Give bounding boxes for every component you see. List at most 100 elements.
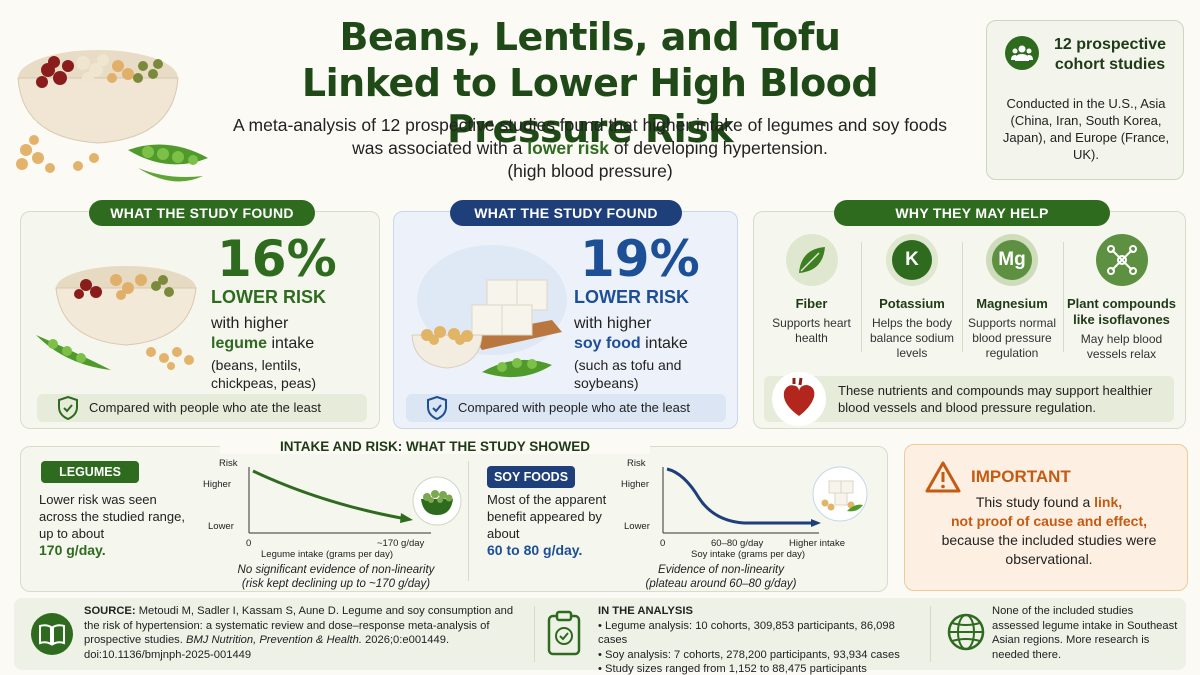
legume-lower-risk: LOWER RISK <box>211 287 326 307</box>
potassium-icon: K <box>886 234 938 286</box>
nutrient-text: Supports heart health <box>772 316 851 345</box>
legumes-note-line1: No significant evidence of non-linearity <box>237 564 435 576</box>
nutrient-magnesium: Mg Magnesium Supports normal blood press… <box>962 234 1062 361</box>
soy-risk-line <box>666 467 814 525</box>
legumes-text: Lower risk was seen across the studied r… <box>39 492 185 541</box>
why-panel-label: WHY THEY MAY HELP <box>834 200 1110 226</box>
nutrient-plant-compounds: Plant compounds like isoflavones May hel… <box>1064 234 1179 362</box>
divider <box>930 606 931 662</box>
title-line-2: Linked to Lower High Blood Pressure Risk <box>301 61 879 151</box>
soy-text: Most of the apparent benefit appeared by… <box>487 492 607 541</box>
important-box: IMPORTANT This study found a link, not p… <box>904 444 1188 591</box>
people-icon <box>1005 36 1039 70</box>
x-axis-label: Legume intake (grams per day) <box>261 549 393 559</box>
important-text: This study found a link, not proof of ca… <box>925 493 1173 569</box>
legume-risk-line <box>252 469 402 520</box>
globe-icon <box>947 613 985 651</box>
analysis-title: IN THE ANALYSIS <box>598 605 693 617</box>
legume-bowl-icon <box>412 476 462 526</box>
legume-with-higher: with higher <box>211 315 289 332</box>
soy-intake-line: soy food intake <box>574 334 688 354</box>
legume-examples: (beans, lentils, chickpeas, peas) <box>211 357 317 391</box>
arrow-head <box>400 513 413 523</box>
divider <box>468 461 469 581</box>
page-title: Beans, Lentils, and Tofu Linked to Lower… <box>230 14 950 152</box>
x-tick-170: ~170 g/day <box>377 538 425 549</box>
legume-finding-panel: WHAT THE STUDY FOUND 16% LOWER RISK with… <box>20 200 380 429</box>
important-text-2: because the included studies were observ… <box>941 532 1157 567</box>
y-tick-lower: Lower <box>624 521 650 532</box>
subtitle: A meta-analysis of 12 prospective studie… <box>230 114 950 183</box>
nutrient-potassium: K Potassium Helps the body balance sodiu… <box>862 234 962 361</box>
legume-compared-text: Compared with people who ate the least <box>89 400 321 415</box>
soy-percent: 19% <box>580 230 700 288</box>
nutrient-title: Magnesium <box>976 296 1048 311</box>
soy-value: 60 to 80 g/day. <box>487 542 583 558</box>
why-they-may-help-panel: WHY THEY MAY HELP Fiber Supports heart h… <box>753 200 1186 429</box>
soy-panel-label: WHAT THE STUDY FOUND <box>450 200 682 226</box>
x-tick-higher: Higher intake <box>789 538 845 549</box>
title-line-1: Beans, Lentils, and Tofu <box>339 15 841 59</box>
y-tick-higher: Higher <box>203 479 231 490</box>
important-text-1: This study found a <box>975 494 1095 510</box>
legumes-tag: LEGUMES <box>41 461 139 483</box>
nutrient-text: Helps the body balance sodium levels <box>869 316 955 360</box>
regional-note: None of the included studies assessed le… <box>992 605 1178 661</box>
doi: doi:10.1136/bmjnph-2025-001449 <box>84 648 252 661</box>
leaf-icon <box>785 234 838 286</box>
soy-risk-chart: Risk Higher Lower 0 60–80 g/day Higher i… <box>621 458 845 559</box>
soy-examples: (such as tofu and soybeans) <box>574 357 682 391</box>
subtitle-highlight: lower risk <box>527 138 609 158</box>
cohort-box: 12 prospective cohort studies Conducted … <box>986 20 1184 180</box>
nutrient-text: May help blood vessels relax <box>1080 332 1163 361</box>
soy-finding-panel: WHAT THE STUDY FOUND 19% LOWER RISK with… <box>393 200 738 429</box>
citation: 2026;0:e001449. <box>361 634 450 646</box>
molecule-icon <box>1095 234 1148 286</box>
x-axis-label: Soy intake (grams per day) <box>691 549 805 559</box>
soy-note-line1: Evidence of non-linearity <box>658 564 784 576</box>
analysis-details: IN THE ANALYSIS • Legume analysis: 10 co… <box>598 604 918 675</box>
subtitle-part-1: A meta-analysis of 12 prospective studie… <box>232 115 948 158</box>
legume-panel-label: WHAT THE STUDY FOUND <box>89 200 315 226</box>
tofu-icon <box>812 466 868 522</box>
legume-percent: 16% <box>217 230 337 288</box>
legume-bowl-illustration <box>36 266 197 370</box>
footer: SOURCE: Metoudi M, Sadler I, Kassam S, A… <box>14 598 1186 675</box>
important-title: IMPORTANT <box>971 467 1071 486</box>
legume-compared: Compared with people who ate the least <box>37 394 367 422</box>
y-tick-higher: Higher <box>621 479 649 490</box>
warning-icon <box>925 461 961 493</box>
legume-risk-chart: Risk Higher Lower 0 ~170 g/day Legume in… <box>203 458 431 559</box>
bean-bowl-illustration <box>16 50 208 182</box>
nutrient-title: Fiber <box>795 296 828 311</box>
x-tick-zero: 0 <box>246 538 251 549</box>
x-tick-zero: 0 <box>660 538 665 549</box>
divider <box>534 606 535 662</box>
soy-with-higher: with higher <box>574 315 652 332</box>
potassium-symbol: K <box>892 240 932 280</box>
nutrient-title: Plant compounds like isoflavones <box>1066 296 1177 327</box>
subtitle-part-2: of developing hypertension. <box>608 138 828 158</box>
legume-food: legume <box>211 335 268 352</box>
y-axis-label: Risk <box>627 458 646 469</box>
shield-check-icon <box>427 396 447 420</box>
legumes-note-line2: (risk kept declining up to ~170 g/day) <box>241 578 431 590</box>
tofu-soybean-illustration <box>411 245 567 378</box>
arrow-head <box>811 519 821 527</box>
soy-note: Evidence of non-linearity (plateau aroun… <box>621 563 821 591</box>
soy-note-line2: (plateau around 60–80 g/day) <box>645 578 797 590</box>
shield-check-icon <box>58 396 78 420</box>
source-citation: SOURCE: Metoudi M, Sadler I, Kassam S, A… <box>84 604 524 662</box>
x-tick-60-80: 60–80 g/day <box>711 538 764 549</box>
analysis-item: • Soy analysis: 7 cohorts, 278,200 parti… <box>598 648 900 661</box>
cohort-title: 12 prospective cohort studies <box>1053 36 1167 73</box>
important-not-proof: not proof of cause and effect, <box>950 513 1147 529</box>
cohort-text: Conducted in the U.S., Asia (China, Iran… <box>1002 96 1170 162</box>
nutrient-summary: These nutrients and compounds may suppor… <box>764 372 1174 426</box>
divider <box>1063 242 1064 352</box>
source-text: Metoudi M, Sadler I, Kassam S, Aune D. L… <box>84 605 514 646</box>
magnesium-icon: Mg <box>986 234 1038 286</box>
intake-section-title: INTAKE AND RISK: WHAT THE STUDY SHOWED <box>220 439 650 454</box>
divider <box>861 242 862 352</box>
source-label: SOURCE: <box>84 605 136 617</box>
